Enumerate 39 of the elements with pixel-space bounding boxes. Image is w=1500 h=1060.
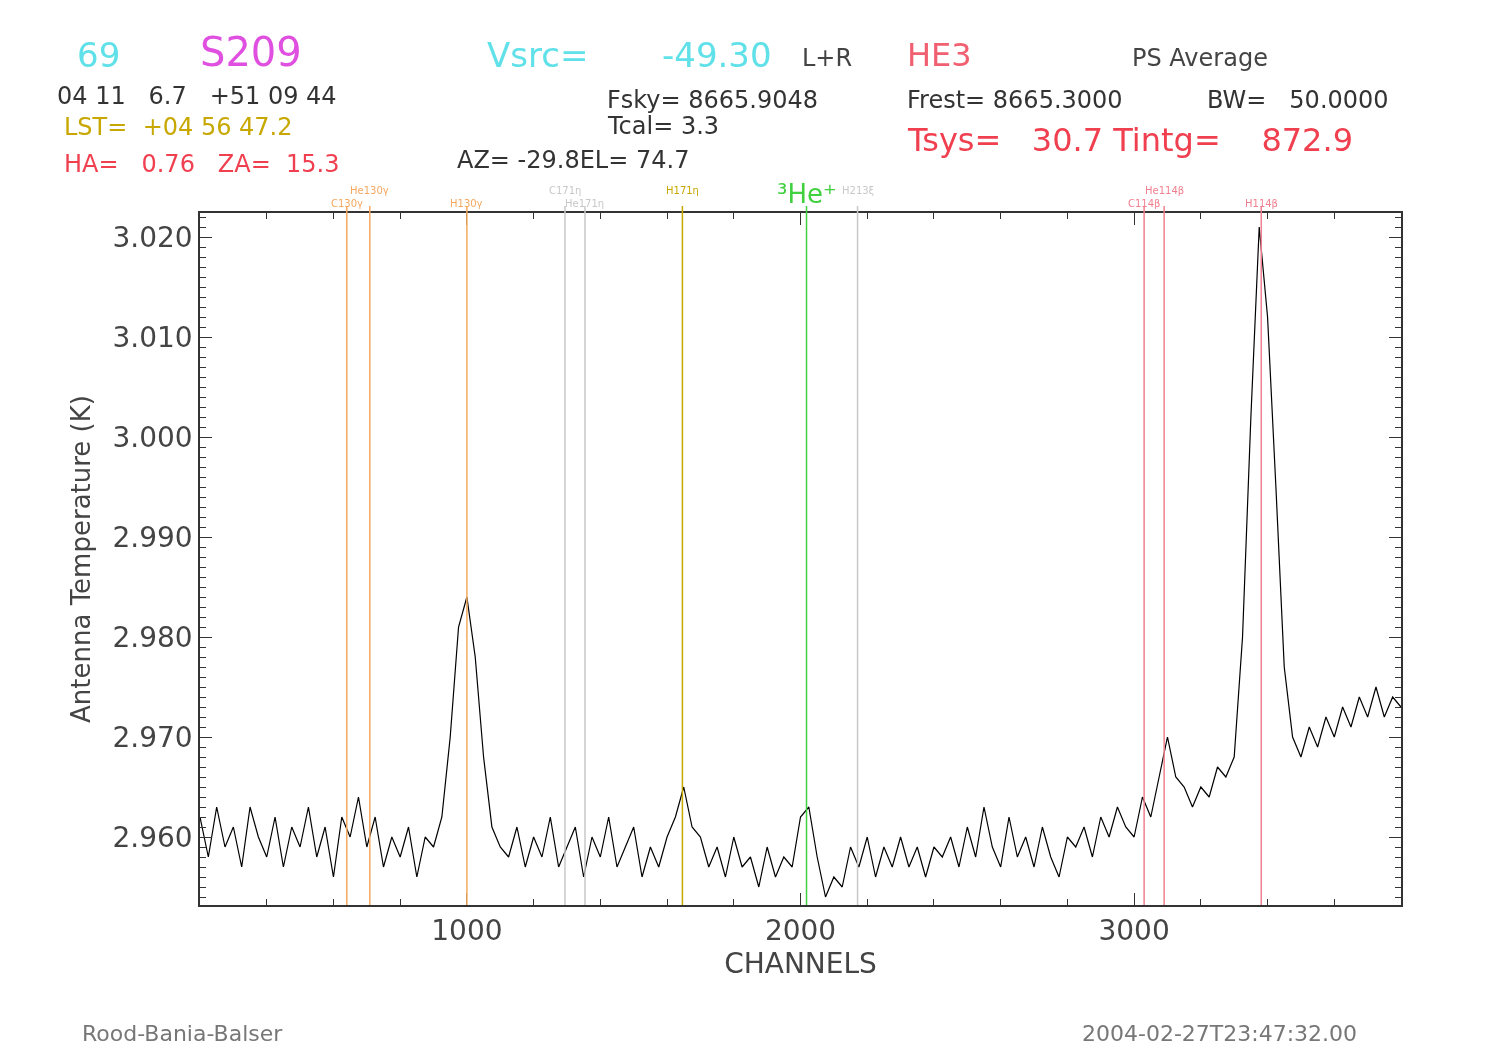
ref-line-label: H114β bbox=[1245, 198, 1278, 209]
text: LST= +04 56 47.2 bbox=[64, 113, 293, 141]
x-tick-label: 1000 bbox=[431, 914, 503, 948]
ref-line-label: He130γ bbox=[350, 185, 389, 196]
text: Tcal= 3.3 bbox=[607, 112, 720, 140]
y-tick-label: 2.970 bbox=[112, 720, 193, 754]
text: Tsys= 30.7 Tintg= 872.9 bbox=[907, 121, 1353, 159]
ref-line-label: H130γ bbox=[450, 198, 483, 209]
text: 2004-02-27T23:47:32.00 bbox=[1082, 1021, 1358, 1046]
y-tick-label: 2.960 bbox=[112, 820, 193, 854]
ref-line-label: C130γ bbox=[331, 198, 364, 209]
text: Fsky= 8665.9048 bbox=[607, 86, 819, 114]
text: Frest= 8665.3000 bbox=[907, 86, 1123, 114]
line-series bbox=[200, 226, 1401, 898]
y-axis-title: Antenna Temperature (K) bbox=[66, 395, 97, 723]
text: 69 bbox=[77, 35, 121, 75]
text: Vsrc= bbox=[487, 35, 589, 75]
x-tick-label: 3000 bbox=[1098, 914, 1170, 948]
ref-line-label: He114β bbox=[1145, 185, 1185, 196]
ref-line-label: H171η bbox=[666, 185, 699, 196]
y-tick-label: 2.980 bbox=[112, 620, 193, 654]
text: 04 11 6.7 +51 09 44 bbox=[57, 82, 337, 110]
text: HE3 bbox=[907, 36, 972, 74]
ref-line-label: C114β bbox=[1128, 198, 1161, 209]
y-tick-label: 3.020 bbox=[112, 220, 193, 254]
text: AZ= -29.8EL= 74.7 bbox=[457, 146, 690, 174]
text: BW= 50.0000 bbox=[1207, 86, 1389, 114]
ref-line-label: ³He⁺ bbox=[777, 179, 837, 209]
x-tick-label: 2000 bbox=[764, 914, 837, 948]
y-tick-label: 3.000 bbox=[112, 420, 193, 454]
chart-title: S209 bbox=[200, 29, 302, 75]
text: PS Average bbox=[1132, 44, 1268, 72]
y-tick-label: 3.010 bbox=[112, 320, 193, 354]
text: L+R bbox=[802, 44, 853, 72]
text: -49.30 bbox=[662, 35, 772, 75]
y-tick-label: 2.990 bbox=[112, 520, 193, 554]
text: Rood-Bania-Balser bbox=[82, 1021, 284, 1046]
text: HA= 0.76 ZA= 15.3 bbox=[64, 150, 340, 178]
x-axis-title: CHANNELS bbox=[724, 947, 877, 981]
